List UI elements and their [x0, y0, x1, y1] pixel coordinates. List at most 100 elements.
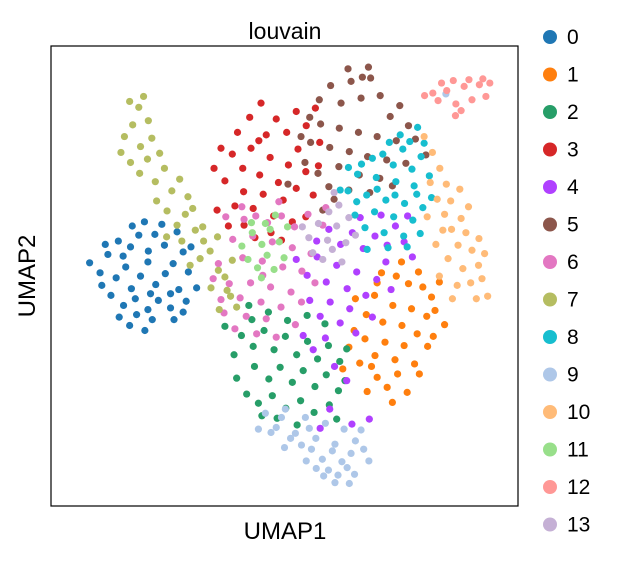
data-point-cluster-2-12 [276, 363, 284, 371]
data-point-cluster-1-13 [400, 341, 408, 350]
data-point-cluster-3-23 [292, 107, 300, 116]
data-point-cluster-1-18 [403, 388, 411, 396]
data-point-cluster-5-3 [335, 124, 343, 132]
data-point-cluster-13-6 [319, 255, 327, 264]
data-point-cluster-0-32 [146, 290, 155, 298]
data-point-cluster-7-34 [178, 237, 186, 245]
data-point-cluster-11-7 [263, 251, 271, 259]
data-point-cluster-9-28 [345, 479, 353, 488]
data-point-cluster-6-19 [242, 312, 250, 320]
data-point-cluster-1-5 [398, 321, 406, 330]
data-point-cluster-7-2 [136, 142, 145, 151]
data-point-cluster-8-16 [379, 150, 387, 158]
data-point-cluster-5-0 [307, 138, 315, 146]
data-point-cluster-3-18 [240, 221, 248, 229]
data-point-cluster-9-3 [291, 429, 299, 437]
data-point-cluster-7-21 [221, 273, 229, 281]
data-point-cluster-7-9 [168, 187, 176, 195]
data-point-cluster-10-22 [475, 234, 483, 243]
data-point-cluster-7-23 [215, 306, 223, 314]
data-point-cluster-12-5 [475, 81, 483, 89]
legend-marker-9 [543, 367, 557, 382]
data-point-cluster-9-16 [351, 437, 359, 445]
data-point-cluster-7-1 [129, 121, 137, 129]
data-point-cluster-12-13 [486, 79, 494, 87]
data-point-cluster-0-0 [86, 259, 94, 267]
data-point-cluster-3-9 [309, 191, 317, 199]
data-point-cluster-10-11 [474, 261, 483, 269]
data-point-cluster-1-25 [404, 280, 413, 288]
data-point-cluster-5-14 [357, 94, 365, 102]
data-point-cluster-8-25 [396, 131, 404, 139]
data-point-cluster-12-9 [465, 76, 473, 84]
data-point-cluster-2-14 [299, 367, 307, 375]
data-point-cluster-3-27 [233, 128, 242, 136]
data-point-cluster-10-8 [454, 241, 462, 249]
data-point-cluster-8-28 [353, 198, 361, 206]
data-point-cluster-8-20 [417, 153, 425, 161]
data-point-cluster-6-32 [297, 298, 306, 306]
data-point-cluster-9-6 [321, 419, 329, 427]
data-point-cluster-9-19 [297, 441, 306, 449]
data-point-cluster-2-7 [313, 355, 322, 363]
data-point-cluster-12-0 [434, 97, 442, 105]
data-point-cluster-3-30 [257, 99, 265, 107]
data-point-cluster-4-1 [303, 271, 311, 279]
data-point-cluster-5-35 [364, 63, 373, 71]
data-point-cluster-7-20 [207, 284, 215, 292]
data-point-cluster-10-17 [432, 240, 440, 248]
data-point-cluster-8-11 [370, 208, 379, 216]
data-point-cluster-3-12 [259, 190, 267, 198]
data-point-cluster-5-15 [367, 74, 375, 82]
data-point-cluster-1-22 [419, 283, 427, 291]
data-point-cluster-3-0 [228, 150, 236, 158]
data-point-cluster-7-31 [189, 204, 197, 213]
data-point-cluster-10-27 [448, 295, 457, 303]
data-point-cluster-0-10 [169, 260, 177, 268]
data-point-cluster-7-8 [160, 164, 169, 172]
data-point-cluster-6-13 [266, 283, 275, 291]
data-point-cluster-9-33 [302, 457, 310, 465]
data-point-cluster-2-35 [293, 421, 301, 429]
data-point-cluster-3-26 [246, 113, 254, 121]
data-point-cluster-8-34 [403, 243, 411, 251]
data-point-cluster-10-23 [481, 249, 489, 258]
data-point-cluster-3-3 [256, 171, 264, 179]
data-point-cluster-4-14 [346, 305, 354, 313]
data-point-cluster-0-28 [170, 316, 178, 324]
legend-label-0: 0 [567, 26, 579, 49]
data-point-cluster-1-12 [391, 356, 399, 364]
data-point-cluster-9-20 [286, 434, 295, 442]
data-point-cluster-1-38 [429, 332, 437, 340]
data-point-cluster-13-5 [309, 249, 317, 257]
data-point-cluster-4-11 [316, 312, 324, 320]
data-point-cluster-0-16 [151, 230, 159, 238]
data-point-cluster-5-20 [314, 169, 322, 177]
legend-label-11: 11 [567, 439, 589, 462]
data-point-cluster-12-2 [452, 100, 460, 108]
data-point-cluster-7-3 [144, 117, 152, 125]
data-point-cluster-0-9 [161, 270, 169, 278]
data-point-cluster-7-38 [223, 286, 231, 294]
data-point-cluster-2-11 [265, 375, 273, 383]
data-point-cluster-8-13 [390, 213, 398, 221]
data-point-cluster-6-37 [222, 213, 230, 221]
data-point-cluster-0-5 [127, 285, 135, 293]
data-point-cluster-3-6 [284, 161, 293, 169]
data-point-cluster-10-5 [433, 195, 441, 203]
data-point-cluster-13-4 [342, 239, 350, 247]
data-point-cluster-6-31 [209, 275, 217, 283]
data-point-cluster-8-5 [392, 178, 400, 186]
data-point-cluster-0-31 [119, 252, 127, 260]
data-point-cluster-0-8 [152, 280, 160, 289]
legend-label-5: 5 [567, 214, 579, 237]
data-point-cluster-5-31 [402, 159, 410, 167]
data-point-cluster-6-0 [229, 235, 237, 243]
data-point-cluster-5-9 [392, 137, 400, 145]
data-point-cluster-13-3 [333, 222, 341, 230]
data-point-cluster-3-21 [272, 115, 280, 123]
data-point-cluster-10-4 [426, 178, 434, 187]
data-point-cluster-10-28 [484, 292, 492, 300]
data-point-cluster-7-25 [126, 97, 134, 106]
data-point-cluster-10-29 [456, 185, 464, 193]
